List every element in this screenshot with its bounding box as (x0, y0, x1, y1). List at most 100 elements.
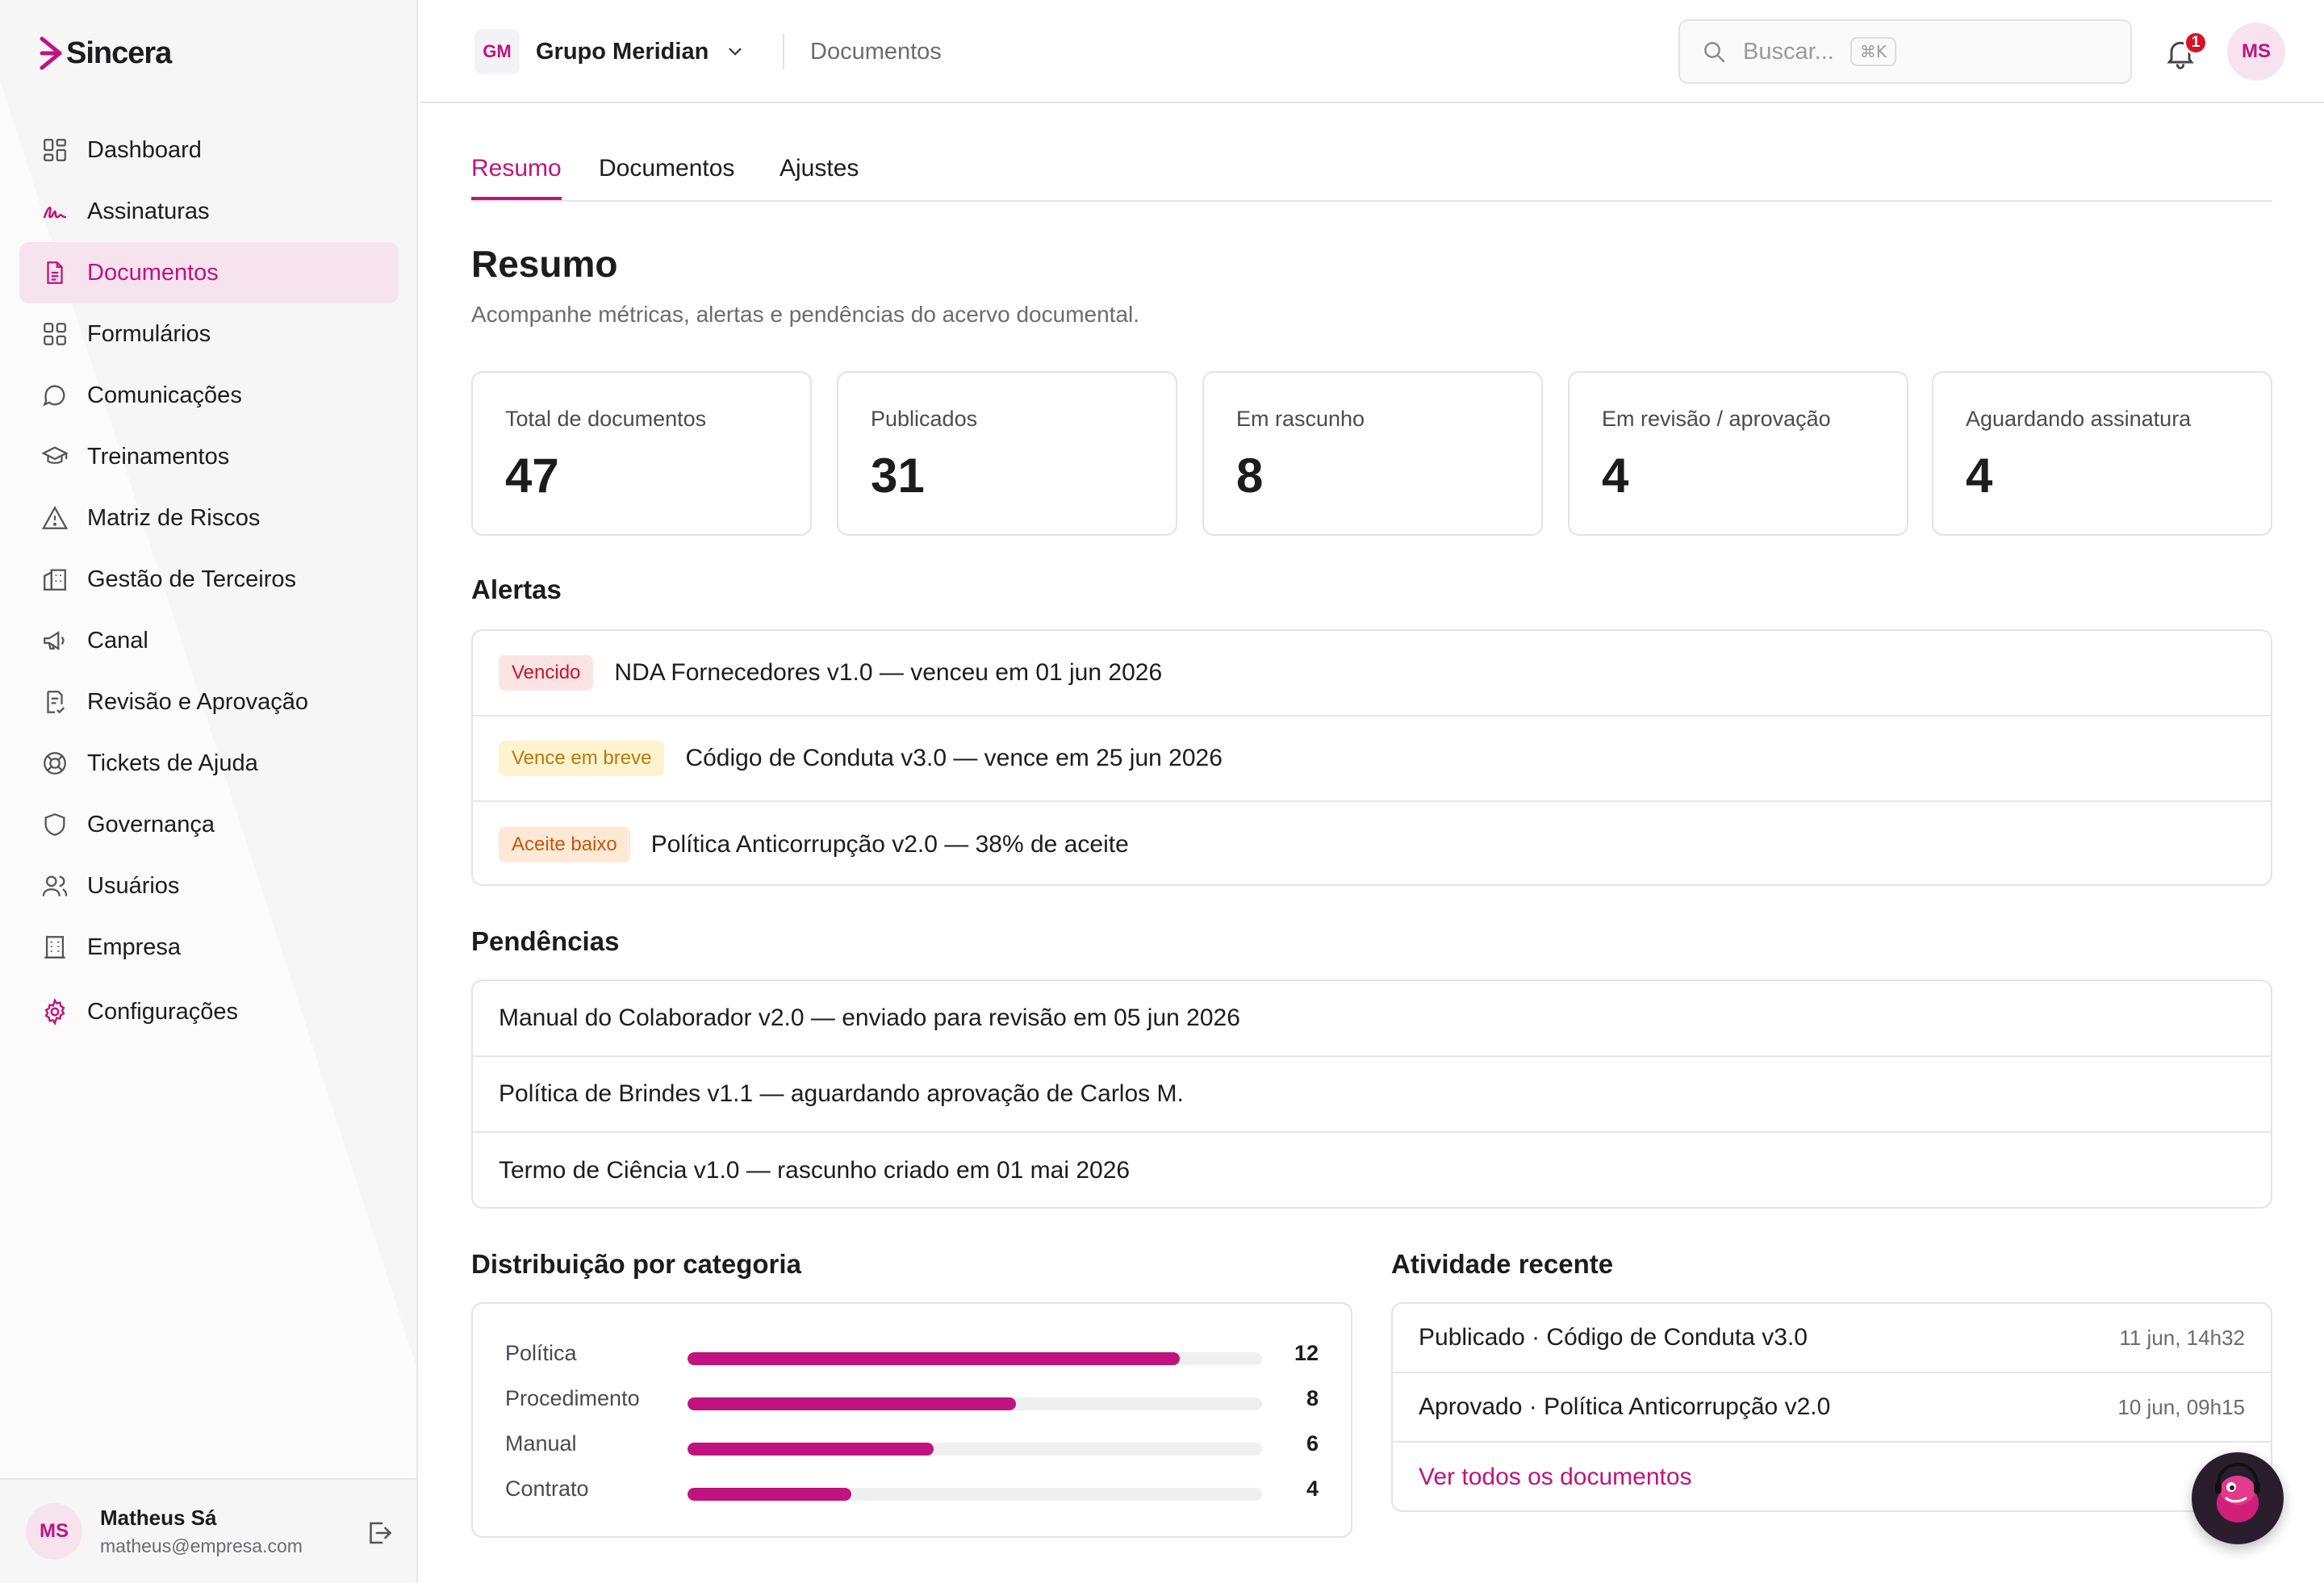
chevron-down-icon (725, 41, 746, 62)
topbar: GM Grupo Meridian Documentos Buscar... ⌘… (420, 0, 2324, 103)
sidebar-user: MS Matheus Sá matheus@empresa.com (0, 1478, 416, 1583)
alerts-title: Alertas (471, 574, 562, 604)
lifebuoy-icon (40, 749, 69, 778)
category-bar (688, 1443, 934, 1456)
org-badge: GM (474, 29, 520, 74)
chat-assistant-button[interactable] (2192, 1452, 2284, 1544)
users-icon (40, 871, 69, 900)
category-label: Procedimento (505, 1386, 640, 1410)
sidebar-item-label: Matriz de Riscos (87, 504, 261, 531)
activity-item[interactable]: Publicado · Código de Conduta v3.0 11 ju… (1393, 1304, 2271, 1373)
alerts-list: Vencido NDA Fornecedores v1.0 — venceu e… (471, 629, 2272, 886)
alert-item[interactable]: Vence em breve Código de Conduta v3.0 — … (473, 716, 2271, 802)
stat-value: 4 (1966, 449, 1993, 503)
activity-card: Publicado · Código de Conduta v3.0 11 ju… (1391, 1302, 2272, 1512)
distribution-card: Política 12 Procedimento 8 Manual 6 Cont… (471, 1302, 1352, 1538)
assistant-mascot-icon (2204, 1462, 2272, 1535)
category-value: 12 (1294, 1341, 1319, 1365)
sidebar-item-comunicacoes[interactable]: Comunicações (19, 365, 399, 426)
alert-item[interactable]: Aceite baixo Política Anticorrupção v2.0… (473, 802, 2271, 884)
distribution-title: Distribuição por categoria (471, 1249, 801, 1279)
sidebar-item-gestao-de-terceiros[interactable]: Gestão de Terceiros (19, 549, 399, 610)
category-value: 8 (1306, 1386, 1319, 1410)
sidebar-item-label: Governança (87, 811, 215, 837)
search-placeholder: Buscar... (1743, 38, 1834, 65)
category-row: Política 12 (473, 1334, 1351, 1380)
sidebar-item-matriz-de-riscos[interactable]: Matriz de Riscos (19, 487, 399, 549)
sidebar-item-label: Comunicações (87, 382, 242, 408)
sidebar-item-label: Canal (87, 627, 148, 654)
tab-documentos[interactable]: Documentos (599, 155, 735, 182)
list-item[interactable]: Termo de Ciência v1.0 — rascunho criado … (499, 1157, 1131, 1184)
form-grid-icon (40, 320, 69, 349)
tab-ajustes[interactable]: Ajustes (780, 155, 859, 182)
sidebar-item-formularios[interactable]: Formulários (19, 303, 399, 365)
breadcrumb-divider (783, 34, 784, 69)
org-switcher[interactable]: GM Grupo Meridian (474, 29, 746, 74)
sidebar-item-tickets-de-ajuda[interactable]: Tickets de Ajuda (19, 733, 399, 794)
bell-icon[interactable] (2163, 36, 2198, 71)
category-bar (688, 1397, 1016, 1410)
sidebar-item-label: Usuários (87, 872, 180, 899)
tabs: Resumo Documentos Ajustes (471, 153, 2272, 202)
sidebar-item-label: Dashboard (87, 136, 202, 163)
category-value: 4 (1306, 1476, 1319, 1501)
activity-text: Aprovado · Política Anticorrupção v2.0 (1419, 1393, 1831, 1420)
sidebar-item-revisao-e-aprovacao[interactable]: Revisão e Aprovação (19, 671, 399, 733)
category-label: Contrato (505, 1476, 589, 1501)
list-item[interactable]: Manual do Colaborador v2.0 — enviado par… (473, 981, 2271, 1057)
review-doc-icon (40, 687, 69, 716)
stat-value: 47 (505, 449, 559, 503)
tab-resumo[interactable]: Resumo (471, 155, 562, 200)
search-input[interactable]: Buscar... ⌘K (1678, 19, 2132, 84)
activity-item[interactable]: Aprovado · Política Anticorrupção v2.0 1… (1393, 1373, 2271, 1443)
user-name: Matheus Sá (100, 1506, 217, 1530)
sidebar-item-dashboard[interactable]: Dashboard (19, 119, 399, 181)
brand-name: Sincera (66, 36, 172, 70)
stat-label: Total de documentos (505, 407, 707, 431)
page-title: Resumo (471, 243, 618, 285)
alert-item[interactable]: Vencido NDA Fornecedores v1.0 — venceu e… (473, 631, 2271, 716)
pendencias-list: Manual do Colaborador v2.0 — enviado par… (471, 979, 2272, 1209)
sidebar-item-label: Formulários (87, 320, 211, 347)
gear-icon (40, 997, 69, 1026)
sidebar-item-usuarios[interactable]: Usuários (19, 855, 399, 917)
stat-value: 31 (871, 449, 925, 503)
sidebar-item-canal[interactable]: Canal (19, 610, 399, 671)
warning-triangle-icon (40, 503, 69, 533)
sidebar-item-label: Empresa (87, 934, 182, 960)
megaphone-icon (40, 626, 69, 655)
activity-footer: Ver todos os documentos (1393, 1443, 2271, 1510)
avatar[interactable]: MS (2227, 23, 2285, 81)
view-all-documents-link[interactable]: Ver todos os documentos (1419, 1464, 1692, 1490)
sidebar-item-empresa[interactable]: Empresa (19, 917, 399, 978)
category-bar (688, 1488, 852, 1501)
alert-text: Código de Conduta v3.0 — vence em 25 jun… (685, 745, 1223, 771)
category-bar-track (688, 1352, 1262, 1365)
sidebar-item-assinaturas[interactable]: Assinaturas (19, 181, 399, 242)
chat-bubble-icon (40, 381, 69, 410)
list-item[interactable]: Política de Brindes v1.1 — aguardando ap… (473, 1057, 2271, 1133)
logout-icon[interactable] (365, 1518, 394, 1547)
sidebar-item-documentos[interactable]: Documentos (19, 242, 399, 303)
sidebar-item-configuracoes[interactable]: Configurações (19, 981, 399, 1042)
sidebar-item-treinamentos[interactable]: Treinamentos (19, 426, 399, 487)
sidebar-item-governanca[interactable]: Governança (19, 794, 399, 855)
sidebar-item-label: Gestão de Terceiros (87, 566, 296, 592)
stat-card-rascunho: Em rascunho 8 (1202, 371, 1543, 536)
sidebar: Sincera Dashboard Assinaturas Documentos… (0, 0, 418, 1583)
sidebar-item-label: Documentos (87, 259, 219, 286)
avatar[interactable]: MS (26, 1503, 82, 1560)
document-icon (40, 258, 69, 287)
search-shortcut: ⌘K (1850, 37, 1896, 66)
pendencias-title: Pendências (471, 926, 620, 956)
brand-logo[interactable]: Sincera (39, 36, 172, 71)
stat-label: Em revisão / aprovação (1602, 407, 1831, 431)
shield-icon (40, 810, 69, 839)
sidebar-nav: Dashboard Assinaturas Documentos Formulá… (19, 119, 399, 1042)
category-row: Contrato 4 (473, 1470, 1351, 1515)
sidebar-item-label: Revisão e Aprovação (87, 688, 309, 715)
category-bar (688, 1352, 1181, 1365)
status-badge: Vencido (499, 655, 594, 691)
stats-row: Total de documentos 47 Publicados 31 Em … (471, 371, 2272, 536)
